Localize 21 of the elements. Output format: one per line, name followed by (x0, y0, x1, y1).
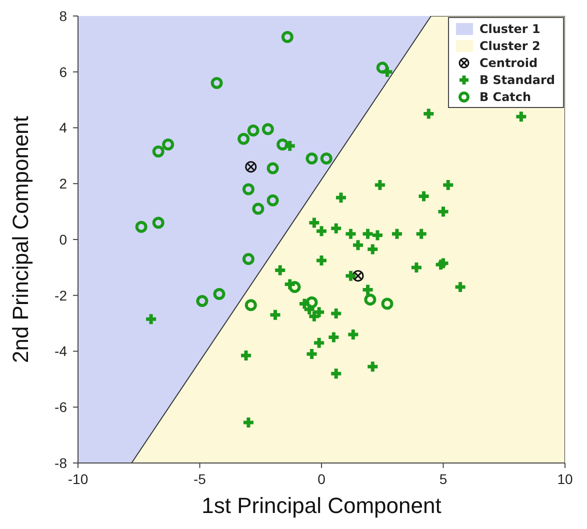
x-tick-label: -10 (68, 470, 88, 487)
y-tick-label: -2 (54, 287, 68, 304)
legend-label: B Standard (479, 72, 555, 86)
legend-label: Cluster 1 (479, 22, 540, 36)
y-tick-label: 6 (59, 64, 68, 80)
y-axis-title: 2nd Principal Component (8, 116, 33, 364)
x-tick-label: 0 (318, 470, 326, 487)
legend-label: Cluster 2 (479, 38, 540, 52)
y-tick-label: -6 (54, 399, 68, 416)
x-tick-label: -5 (194, 470, 206, 487)
y-tick-label: -8 (54, 454, 68, 471)
x-tick-label: 10 (557, 470, 573, 487)
y-tick-label: 4 (59, 120, 68, 136)
y-tick-label: 0 (59, 231, 68, 248)
y-tick-label: -4 (54, 343, 68, 360)
legend-label: Centroid (479, 56, 538, 70)
x-axis-title: 1st Principal Component (202, 493, 442, 518)
x-tick-label: 5 (439, 470, 448, 487)
y-tick-label: 8 (59, 8, 68, 24)
legend-label: B Catch (479, 90, 532, 104)
y-tick-label: 2 (59, 176, 68, 192)
